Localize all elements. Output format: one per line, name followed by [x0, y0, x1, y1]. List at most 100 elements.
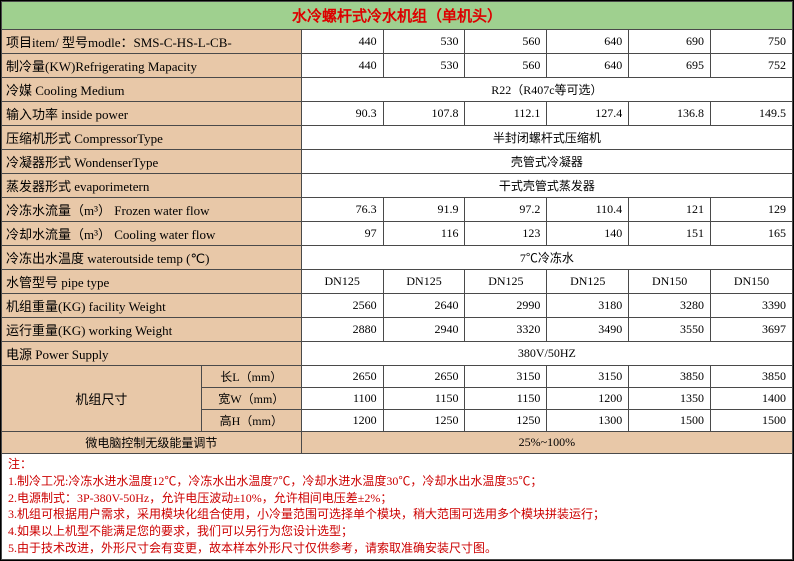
row-label: 运行重量(KG) working Weight — [2, 318, 302, 342]
table-row: 冷媒 Cooling MediumR22（R407c等可选） — [2, 78, 793, 102]
dimension-sublabel: 高H（mm） — [201, 410, 301, 432]
data-cell: 1100 — [301, 388, 383, 410]
data-cell: 530 — [383, 54, 465, 78]
data-cell: 116 — [383, 222, 465, 246]
table-row: 蒸发器形式 evaporimetern干式壳管式蒸发器 — [2, 174, 793, 198]
row-label: 冷媒 Cooling Medium — [2, 78, 302, 102]
data-cell: 3320 — [465, 318, 547, 342]
data-cell: 1200 — [547, 388, 629, 410]
row-merged-value: 干式壳管式蒸发器 — [301, 174, 792, 198]
data-cell: 530 — [383, 30, 465, 54]
data-cell: 151 — [629, 222, 711, 246]
data-cell: DN125 — [547, 270, 629, 294]
notes-cell: 注： 1.制冷工况:冷冻水进水温度12℃，冷冻水出水温度7℃，冷却水进水温度30℃… — [2, 454, 793, 560]
energy-row: 微电脑控制无级能量调节25%~100% — [2, 432, 793, 454]
table-row: 压缩机形式 CompressorType半封闭螺杆式压缩机 — [2, 126, 793, 150]
table-row: 水管型号 pipe typeDN125DN125DN125DN125DN150D… — [2, 270, 793, 294]
table-title: 水冷螺杆式冷水机组（单机头） — [2, 2, 793, 30]
row-label: 项目item/ 型号modle：SMS-C-HS-L-CB- — [2, 30, 302, 54]
data-cell: 3390 — [711, 294, 793, 318]
data-cell: 1500 — [711, 410, 793, 432]
row-label: 蒸发器形式 evaporimetern — [2, 174, 302, 198]
row-merged-value: R22（R407c等可选） — [301, 78, 792, 102]
data-cell: 1400 — [711, 388, 793, 410]
table-row: 运行重量(KG) working Weight28802940332034903… — [2, 318, 793, 342]
data-cell: 76.3 — [301, 198, 383, 222]
energy-value: 25%~100% — [301, 432, 792, 454]
data-cell: 1350 — [629, 388, 711, 410]
data-cell: 560 — [465, 54, 547, 78]
data-cell: 1200 — [301, 410, 383, 432]
table-row: 输入功率 inside power90.3107.8112.1127.4136.… — [2, 102, 793, 126]
data-cell: 440 — [301, 54, 383, 78]
data-cell: 3180 — [547, 294, 629, 318]
data-cell: 3150 — [547, 366, 629, 388]
data-cell: 1300 — [547, 410, 629, 432]
data-cell: 1500 — [629, 410, 711, 432]
table-row: 冷冻出水温度 wateroutside temp (℃)7℃冷冻水 — [2, 246, 793, 270]
row-label: 冷冻水流量（m³） Frozen water flow — [2, 198, 302, 222]
data-cell: 3150 — [465, 366, 547, 388]
data-cell: 2650 — [383, 366, 465, 388]
data-cell: 165 — [711, 222, 793, 246]
title-row: 水冷螺杆式冷水机组（单机头） — [2, 2, 793, 30]
data-cell: 3490 — [547, 318, 629, 342]
row-label: 输入功率 inside power — [2, 102, 302, 126]
data-cell: 123 — [465, 222, 547, 246]
row-label: 机组重量(KG) facility Weight — [2, 294, 302, 318]
data-cell: 2990 — [465, 294, 547, 318]
data-cell: 695 — [629, 54, 711, 78]
data-cell: 3280 — [629, 294, 711, 318]
note-line: 1.制冷工况:冷冻水进水温度12℃，冷冻水出水温度7℃，冷却水进水温度30℃，冷… — [8, 474, 542, 488]
data-cell: 750 — [711, 30, 793, 54]
data-cell: 90.3 — [301, 102, 383, 126]
data-cell: 140 — [547, 222, 629, 246]
data-cell: 3550 — [629, 318, 711, 342]
data-cell: 2560 — [301, 294, 383, 318]
energy-label: 微电脑控制无级能量调节 — [2, 432, 302, 454]
row-label: 冷凝器形式 WondenserType — [2, 150, 302, 174]
notes-head: 注： — [8, 457, 32, 471]
row-label: 冷却水流量（m³） Cooling water flow — [2, 222, 302, 246]
data-cell: 127.4 — [547, 102, 629, 126]
data-cell: DN125 — [301, 270, 383, 294]
data-cell: 3850 — [629, 366, 711, 388]
data-cell: 440 — [301, 30, 383, 54]
row-label: 制冷量(KW)Refrigerating Mapacity — [2, 54, 302, 78]
note-line: 5.由于技术改进，外形尺寸会有变更，故本样本外形尺寸仅供参考，请索取准确安装尺寸… — [8, 541, 497, 555]
data-cell: 112.1 — [465, 102, 547, 126]
data-cell: 129 — [711, 198, 793, 222]
notes-row: 注： 1.制冷工况:冷冻水进水温度12℃，冷冻水出水温度7℃，冷却水进水温度30℃… — [2, 454, 793, 560]
spec-table: 水冷螺杆式冷水机组（单机头）项目item/ 型号modle：SMS-C-HS-L… — [1, 1, 793, 560]
data-cell: 3697 — [711, 318, 793, 342]
dimension-row: 机组尺寸长L（mm）265026503150315038503850 — [2, 366, 793, 388]
row-label: 压缩机形式 CompressorType — [2, 126, 302, 150]
dimension-sublabel: 长L（mm） — [201, 366, 301, 388]
data-cell: 97 — [301, 222, 383, 246]
data-cell: DN125 — [383, 270, 465, 294]
data-cell: 121 — [629, 198, 711, 222]
data-cell: 91.9 — [383, 198, 465, 222]
data-cell: 97.2 — [465, 198, 547, 222]
data-cell: 752 — [711, 54, 793, 78]
dimension-sublabel: 宽W（mm） — [201, 388, 301, 410]
table-row: 机组重量(KG) facility Weight2560264029903180… — [2, 294, 793, 318]
data-cell: 110.4 — [547, 198, 629, 222]
row-label: 水管型号 pipe type — [2, 270, 302, 294]
data-cell: DN125 — [465, 270, 547, 294]
data-cell: 2650 — [301, 366, 383, 388]
data-cell: 1250 — [465, 410, 547, 432]
table-row: 冷凝器形式 WondenserType壳管式冷凝器 — [2, 150, 793, 174]
table-row: 冷冻水流量（m³） Frozen water flow76.391.997.21… — [2, 198, 793, 222]
data-cell: 2640 — [383, 294, 465, 318]
data-cell: 560 — [465, 30, 547, 54]
data-cell: 1150 — [465, 388, 547, 410]
row-merged-value: 壳管式冷凝器 — [301, 150, 792, 174]
data-cell: 107.8 — [383, 102, 465, 126]
note-line: 3.机组可根据用户需求，采用模块化组合使用，小冷量范围可选择单个模块，稍大范围可… — [8, 507, 605, 521]
data-cell: 3850 — [711, 366, 793, 388]
row-label: 冷冻出水温度 wateroutside temp (℃) — [2, 246, 302, 270]
data-cell: 136.8 — [629, 102, 711, 126]
note-line: 2.电源制式：3P-380V-50Hz，允许电压波动±10%，允许相间电压差±2… — [8, 491, 392, 505]
data-cell: 1150 — [383, 388, 465, 410]
